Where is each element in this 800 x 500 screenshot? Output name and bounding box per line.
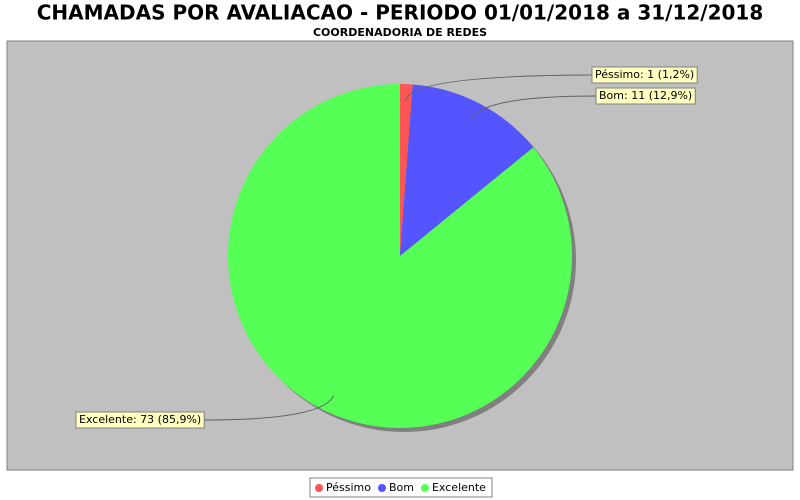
slice-label-group: Excelente: 73 (85,9%) (75, 411, 205, 429)
leader-line (204, 395, 335, 421)
legend (309, 477, 493, 498)
legend-marker (377, 484, 386, 492)
pie-slice (227, 84, 572, 429)
legend-marker (315, 484, 323, 492)
legend-label: Bom (389, 481, 414, 494)
pie-slice (400, 84, 413, 256)
chart-title: CHAMADAS POR AVALIACAO - PERIODO 01/01/2… (37, 1, 764, 25)
slice-label-box (591, 66, 698, 84)
chart-subtitle: COORDENADORIA DE REDES (313, 26, 487, 39)
pie-slice (400, 84, 534, 257)
slice-label-box (75, 411, 205, 429)
legend-label: Péssimo (326, 481, 371, 494)
slice-label: Péssimo: 1 (1,2%) (595, 68, 694, 81)
slice-label: Bom: 11 (12,9%) (599, 89, 692, 102)
slice-label: Excelente: 73 (85,9%) (79, 413, 201, 426)
leader-line (471, 95, 597, 119)
slice-label-box (595, 87, 696, 105)
legend-marker (420, 484, 429, 492)
slice-label-group: Bom: 11 (12,9%) (595, 87, 696, 105)
leader-line (405, 74, 593, 102)
legend-label: Excelente (432, 481, 486, 494)
slice-label-group: Péssimo: 1 (1,2%) (591, 66, 698, 84)
